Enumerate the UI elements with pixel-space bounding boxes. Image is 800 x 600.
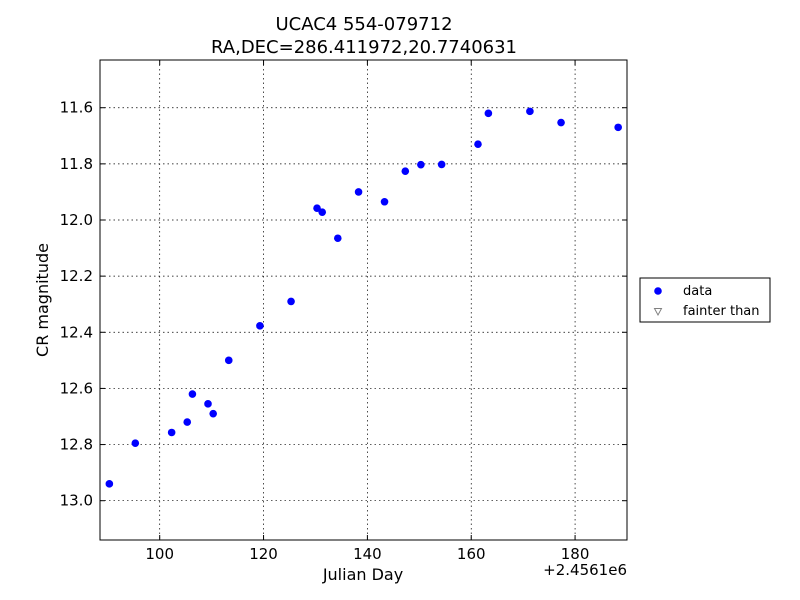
data-point [105, 480, 114, 488]
y-tick-label: 11.6 [60, 99, 93, 117]
chart-subtitle: RA,DEC=286.411972,20.7740631 [211, 37, 517, 58]
data-point [557, 118, 565, 127]
legend-data-marker [654, 287, 662, 295]
axis-ticks: 100 120 140 160 180 11.6 11.8 12.0 12.2 12.4 12.6 1… [60, 60, 627, 563]
data-point [417, 160, 425, 169]
data-point [224, 356, 233, 365]
y-tick-label: 11.8 [60, 155, 93, 173]
data-point [333, 234, 342, 243]
data-point [526, 107, 534, 116]
data-point [183, 418, 192, 426]
y-tick-label: 13.0 [60, 492, 93, 510]
data-point [380, 197, 389, 206]
data-point [354, 188, 363, 196]
x-tick-label: 140 [353, 545, 382, 563]
data-point [437, 160, 446, 169]
x-tick-label: 100 [145, 545, 174, 563]
data-point [474, 140, 482, 149]
x-tick-label: 120 [249, 545, 278, 563]
legend-box [639, 277, 771, 323]
data-point [188, 390, 197, 398]
y-tick-label: 12.6 [60, 379, 93, 397]
data-points [105, 107, 622, 488]
x-axis-label: Julian Day [322, 565, 403, 584]
y-axis-label: CR magnitude [33, 243, 52, 357]
x-tick-label: 180 [561, 545, 590, 563]
legend: data fainter than [639, 277, 771, 323]
legend-data-label: data [683, 284, 712, 299]
data-point [313, 204, 321, 213]
data-point [484, 109, 493, 118]
data-point [131, 439, 140, 447]
plot-area [99, 59, 628, 541]
data-point [318, 208, 327, 216]
y-tick-label: 12.8 [60, 436, 93, 454]
y-tick-label: 12.0 [60, 211, 93, 229]
data-point [614, 123, 622, 132]
data-point [401, 167, 410, 175]
data-point [209, 409, 217, 418]
y-tick-label: 12.2 [60, 267, 93, 285]
data-point [256, 322, 264, 330]
data-point [167, 428, 176, 437]
x-axis-offset-label: +2.4561e6 [543, 561, 627, 579]
legend-fainter-than-marker [653, 308, 663, 317]
chart-title: UCAC4 554-079712 [275, 14, 452, 35]
grid-lines [100, 60, 627, 540]
y-tick-label: 12.4 [60, 323, 93, 341]
data-point [204, 400, 212, 408]
data-point [287, 297, 295, 306]
legend-fainter-than-label: fainter than [683, 304, 760, 319]
x-tick-label: 160 [457, 545, 486, 563]
